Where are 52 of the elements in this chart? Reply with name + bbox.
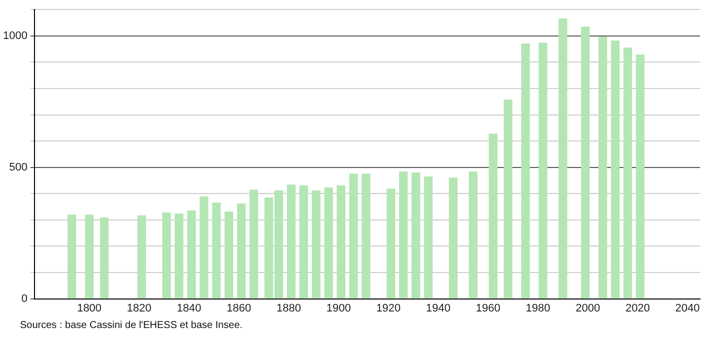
x-tick-label: 1800 <box>77 302 102 314</box>
bar <box>212 202 221 299</box>
bar <box>636 54 645 299</box>
bar <box>488 134 498 299</box>
bar <box>399 171 408 299</box>
y-tick-label: 500 <box>9 161 28 174</box>
bar <box>448 178 458 299</box>
bar <box>187 210 196 299</box>
bar <box>84 214 94 299</box>
bar <box>386 188 396 299</box>
bar <box>286 184 296 299</box>
bar <box>237 204 246 299</box>
bar <box>504 99 512 299</box>
bar <box>598 36 608 299</box>
x-tick-label: 1940 <box>426 302 451 314</box>
bar <box>312 190 320 299</box>
bar <box>249 190 258 299</box>
bar <box>468 171 478 299</box>
bar <box>349 174 358 299</box>
bar <box>299 185 308 299</box>
x-tick-label: 1820 <box>126 302 152 314</box>
bar <box>610 40 620 299</box>
bar <box>336 185 346 299</box>
bar <box>68 214 76 299</box>
bar <box>200 196 208 299</box>
bar <box>224 211 234 299</box>
x-tick-label: 1880 <box>276 302 301 314</box>
y-tick-label: 1000 <box>2 30 28 42</box>
source-note: Sources : base Cassini de l'EHESS et base Insee. <box>20 320 243 331</box>
bar <box>324 188 333 299</box>
x-tick-label: 2020 <box>625 302 650 314</box>
bar <box>424 176 433 299</box>
bar <box>100 217 109 299</box>
bar <box>538 42 548 299</box>
x-tick-label: 2040 <box>675 302 700 314</box>
x-tick-label: 1900 <box>326 302 351 314</box>
x-tick-label: 1980 <box>526 302 550 314</box>
bar <box>521 43 530 299</box>
bar <box>558 18 568 299</box>
bar <box>362 174 370 299</box>
bar <box>581 26 590 299</box>
x-tick-label: 1840 <box>176 302 202 314</box>
x-tick-label: 1860 <box>226 302 252 314</box>
bar <box>412 172 420 299</box>
x-tick-label: 1920 <box>376 302 401 314</box>
bar <box>137 215 146 299</box>
x-tick-label: 2000 <box>576 302 600 314</box>
x-tick-label: 1960 <box>476 302 500 314</box>
bar <box>162 212 171 299</box>
y-tick-label: 0 <box>21 292 28 305</box>
bar <box>174 214 184 299</box>
bar <box>623 48 632 299</box>
